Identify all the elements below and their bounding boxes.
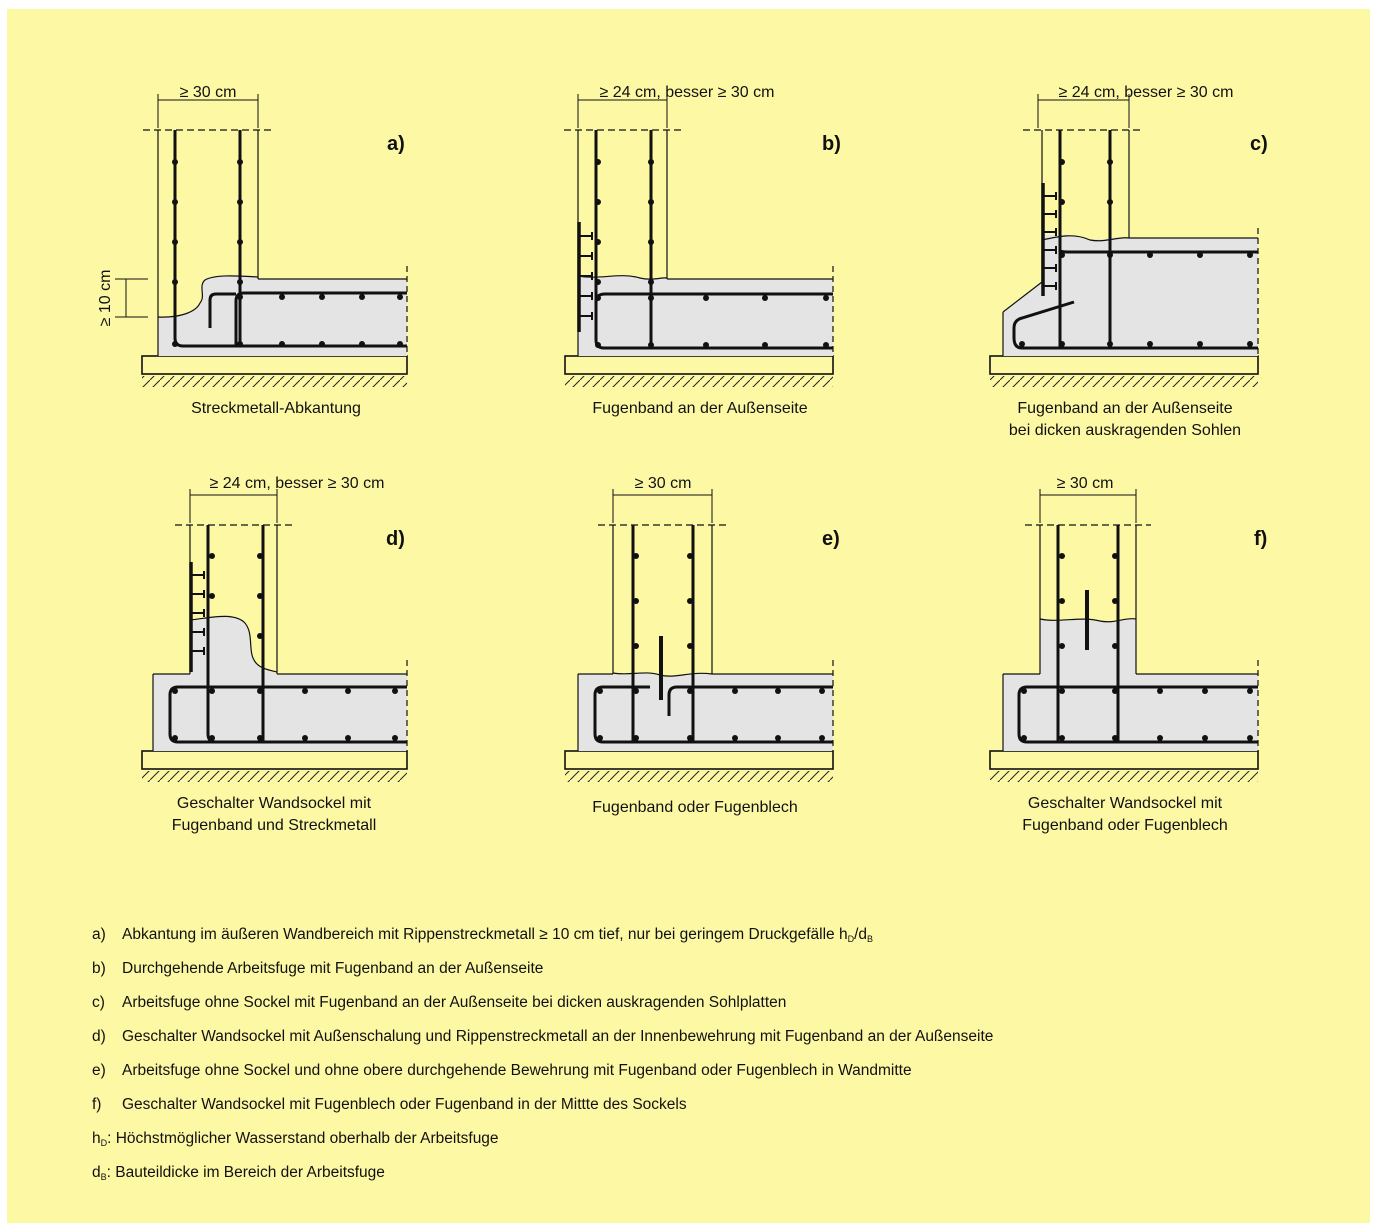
panel-a-tag: a) [387, 133, 405, 155]
legend-subscript: D [847, 934, 855, 944]
panel-d-tag: d) [386, 528, 405, 550]
legend-item-c: c) Arbeitsfuge ohne Sockel mit Fugenband … [92, 986, 1242, 1020]
definition-db: dB: Bauteildicke im Bereich der Arbeitsf… [92, 1156, 1242, 1190]
definition-subscript: B [100, 1172, 107, 1182]
legend-item-d: d) Geschalter Wandsockel mit Außenschalun… [92, 1020, 1242, 1054]
panel-f-caption-line-2: Fugenband oder Fugenblech [1022, 817, 1228, 834]
panel-d-caption-line-2: Fugenband und Streckmetall [172, 817, 377, 834]
legend-key: e) [92, 1062, 106, 1079]
panel-c: ≥ 24 cm, besser ≥ 30 cm c) Fugenband an … [989, 84, 1268, 439]
panel-d: ≥ 24 cm, besser ≥ 30 cm d) Geschalter Wa… [141, 475, 408, 834]
definition-text: : Bauteildicke im Bereich der Arbeitsfug… [106, 1164, 385, 1181]
panel-b-dimension: ≥ 24 cm, besser ≥ 30 cm [600, 84, 775, 101]
legend-text: /d [854, 926, 868, 943]
legend-text: Geschalter Wandsockel mit Fugenblech ode… [122, 1096, 687, 1113]
legend-key: b) [92, 960, 106, 977]
panel-c-caption-line-2: bei dicken auskragenden Sohlen [1009, 422, 1241, 439]
legend-key: a) [92, 926, 106, 943]
panel-d-caption-line-1: Geschalter Wandsockel mit [177, 795, 372, 812]
panel-e-dimension: ≥ 30 cm [635, 475, 692, 492]
legend-item-f: f) Geschalter Wandsockel mit Fugenblech o… [92, 1088, 1242, 1122]
panel-a: ≥ 10 cm ≥ 30 cm a) Streckmetall-Abkantun… [97, 84, 408, 417]
panel-e: ≥ 30 cm e) Fugenband oder Fugenblech [564, 475, 840, 816]
legend-text: Arbeitsfuge ohne Sockel und ohne obere d… [122, 1062, 912, 1079]
legend: a) Abkantung im äußeren Wandbereich mit R… [92, 918, 1242, 1190]
panel-e-tag: e) [822, 528, 840, 550]
legend-key: f) [92, 1096, 102, 1113]
definition-symbol: d [92, 1164, 101, 1181]
panel-a-side-dimension: ≥ 10 cm [97, 270, 114, 327]
panel-c-caption-line-1: Fugenband an der Außenseite [1017, 400, 1232, 417]
figure-background [7, 9, 1370, 1223]
panel-b-tag: b) [822, 133, 841, 155]
legend-text: Abkantung im äußeren Wandbereich mit Rip… [122, 926, 848, 943]
legend-item-e: e) Arbeitsfuge ohne Sockel und ohne obere… [92, 1054, 1242, 1088]
definition-subscript: D [100, 1138, 108, 1148]
panel-d-dimension: ≥ 24 cm, besser ≥ 30 cm [210, 475, 385, 492]
legend-subscript: B [867, 934, 874, 944]
panel-f-dimension: ≥ 30 cm [1057, 475, 1114, 492]
legend-text: Arbeitsfuge ohne Sockel mit Fugenband an… [122, 994, 787, 1011]
definition-text: : Höchstmöglicher Wasserstand oberhalb d… [107, 1130, 499, 1147]
panel-b-caption: Fugenband an der Außenseite [592, 400, 807, 417]
panel-f-tag: f) [1254, 528, 1267, 550]
panel-f: ≥ 30 cm f) Geschalter Wandsockel mit Fug… [989, 475, 1267, 834]
legend-item-b: b) Durchgehende Arbeitsfuge mit Fugenband… [92, 952, 1242, 986]
legend-text: Geschalter Wandsockel mit Außenschalung … [122, 1028, 994, 1045]
panel-c-tag: c) [1250, 133, 1268, 155]
panel-f-caption-line-1: Geschalter Wandsockel mit [1028, 795, 1223, 812]
construction-joint-diagrams: ≥ 10 cm ≥ 30 cm a) Streckmetall-Abkantun… [97, 84, 1268, 834]
panel-e-caption: Fugenband oder Fugenblech [592, 799, 798, 816]
legend-text: Durchgehende Arbeitsfuge mit Fugenband a… [122, 960, 544, 977]
legend-item-a: a) Abkantung im äußeren Wandbereich mit R… [92, 918, 1242, 952]
definition-hd: hD: Höchstmöglicher Wasserstand oberhalb… [92, 1122, 1242, 1156]
panel-a-caption: Streckmetall-Abkantung [191, 400, 361, 417]
legend-key: d) [92, 1028, 106, 1045]
panel-b: ≥ 24 cm, besser ≥ 30 cm b) Fugenband an … [564, 84, 841, 417]
definition-symbol: h [92, 1130, 101, 1147]
legend-key: c) [92, 994, 105, 1011]
panel-c-dimension: ≥ 24 cm, besser ≥ 30 cm [1059, 84, 1234, 101]
panel-a-dimension: ≥ 30 cm [180, 84, 237, 101]
